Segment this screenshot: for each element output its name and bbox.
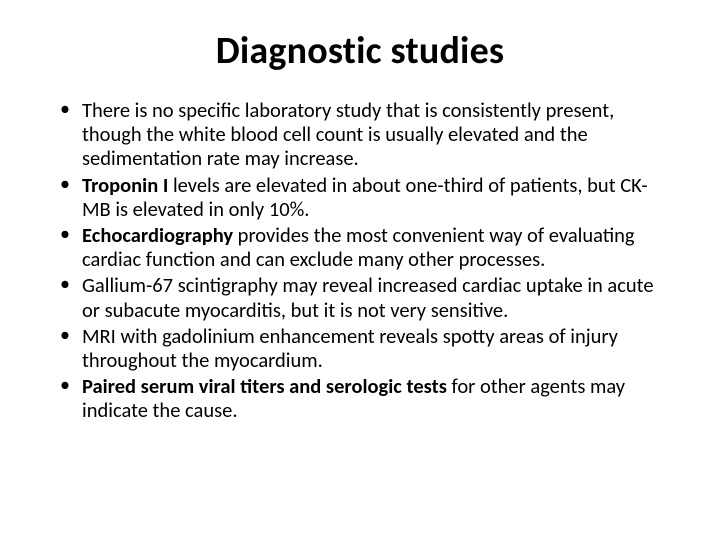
- list-item: Gallium-67 scintigraphy may reveal incre…: [82, 273, 664, 321]
- list-item: Echocardiography provides the most conve…: [82, 223, 664, 271]
- slide: Diagnostic studies There is no specific …: [0, 0, 720, 540]
- bullet-bold: Troponin I: [82, 172, 168, 198]
- list-item: There is no specific laboratory study th…: [82, 98, 664, 171]
- bullet-text: MRI with gadolinium enhancement reveals …: [82, 323, 618, 373]
- list-item: Troponin I levels are elevated in about …: [82, 173, 664, 221]
- bullet-text: Gallium-67 scintigraphy may reveal incre…: [82, 272, 654, 322]
- bullet-text: There is no specific laboratory study th…: [82, 97, 614, 171]
- bullet-bold: Echocardiography: [82, 222, 233, 248]
- slide-title: Diagnostic studies: [56, 28, 664, 74]
- bullet-list: There is no specific laboratory study th…: [56, 98, 664, 422]
- list-item: Paired serum viral titers and serologic …: [82, 374, 664, 422]
- bullet-bold: Paired serum viral titers and serologic …: [82, 373, 447, 399]
- list-item: MRI with gadolinium enhancement reveals …: [82, 324, 664, 372]
